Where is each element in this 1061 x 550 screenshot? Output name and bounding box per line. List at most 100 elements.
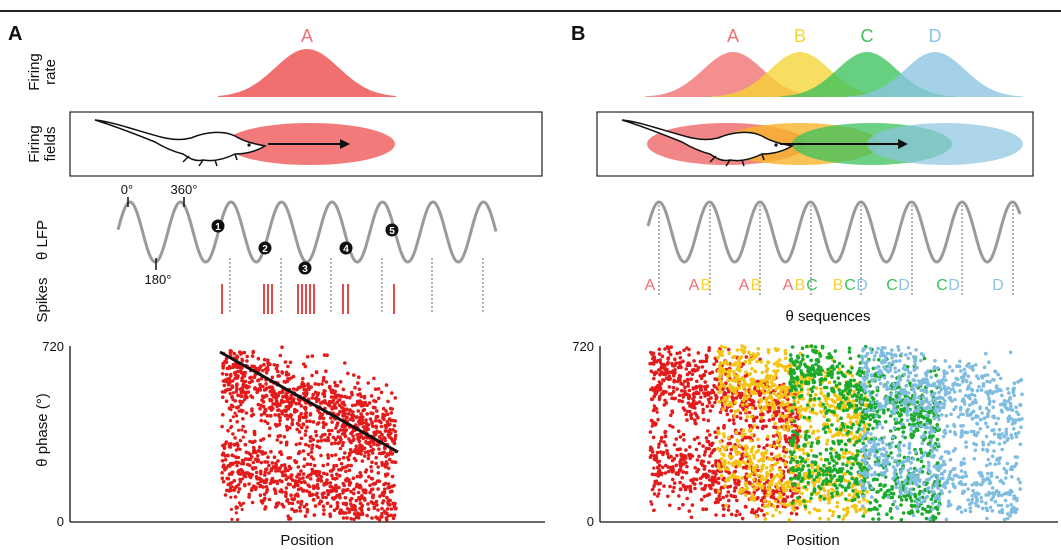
scatter-point-b — [700, 402, 705, 407]
scatter-point-b — [729, 475, 733, 479]
scatter-b-xlabel: Position — [786, 532, 839, 549]
scatter-point-a — [314, 493, 319, 497]
scatter-point-b — [749, 439, 753, 443]
scatter-point-a — [233, 436, 237, 440]
scatter-point-a — [322, 481, 327, 486]
scatter-point-b — [866, 398, 870, 402]
scatter-point-a — [283, 360, 288, 364]
scatter-point-b — [678, 447, 682, 451]
scatter-point-b — [728, 401, 733, 405]
scatter-point-b — [673, 357, 677, 362]
scatter-point-a — [330, 496, 335, 500]
scatter-point-a — [322, 512, 326, 516]
scatter-point-a — [271, 390, 276, 395]
scatter-point-a — [250, 395, 255, 400]
scatter-point-b — [700, 365, 705, 369]
scatter-point-b — [850, 504, 855, 509]
scatter-point-a — [274, 399, 279, 404]
scatter-point-a — [288, 517, 293, 521]
scatter-point-a — [255, 387, 260, 392]
scatter-point-b — [919, 420, 923, 425]
scatter-point-a — [361, 421, 365, 425]
scatter-point-a — [363, 400, 368, 405]
scatter-point-a — [278, 478, 282, 483]
scatter-point-b — [764, 399, 769, 404]
scatter-point-a — [357, 387, 362, 392]
scatter-point-b — [822, 497, 827, 501]
scatter-point-a — [295, 475, 299, 479]
scatter-point-b — [767, 389, 771, 393]
scatter-point-a — [322, 392, 327, 396]
scatter-point-a — [262, 410, 267, 414]
scatter-point-b — [670, 458, 675, 463]
scatter-point-b — [753, 369, 757, 374]
scatter-point-a — [338, 474, 342, 478]
scatter-point-b — [757, 444, 761, 449]
scatter-point-b — [772, 425, 776, 430]
scatter-point-a — [277, 413, 281, 417]
scatter-point-b — [832, 464, 836, 468]
scatter-point-b — [743, 359, 748, 364]
scatter-point-b — [818, 486, 823, 491]
scatter-point-a — [231, 454, 235, 458]
scatter-point-b — [672, 443, 677, 447]
scatter-point-a — [327, 432, 332, 437]
scatter-point-b — [787, 405, 792, 410]
scatter-point-b — [714, 397, 718, 401]
scatter-point-b — [704, 507, 709, 512]
scatter-point-b — [846, 438, 851, 443]
scatter-point-b — [764, 364, 768, 368]
scatter-point-b — [906, 510, 911, 515]
panel-a-letter: A — [8, 23, 22, 45]
scatter-point-b — [707, 478, 712, 482]
scatter-point-b — [680, 389, 684, 393]
scatter-point-a — [283, 466, 288, 471]
scatter-point-b — [778, 480, 782, 484]
scatter-point-b — [992, 399, 996, 404]
scatter-point-a — [362, 446, 367, 451]
scatter-point-b — [685, 346, 689, 350]
scatter-point-b — [876, 512, 881, 516]
scatter-point-a — [220, 471, 224, 475]
scatter-point-a — [367, 475, 371, 479]
scatter-point-b — [890, 516, 894, 520]
scatter-point-a — [291, 497, 296, 502]
scatter-point-a — [345, 516, 349, 520]
scatter-point-b — [737, 464, 741, 468]
scatter-point-b — [785, 421, 789, 425]
scatter-point-b — [818, 494, 823, 499]
scatter-point-b — [841, 394, 846, 398]
scatter-point-b — [819, 387, 823, 391]
scatter-point-a — [226, 453, 230, 458]
scatter-point-b — [852, 389, 856, 394]
scatter-point-a — [225, 388, 230, 392]
scatter-point-b — [660, 363, 664, 367]
scatter-point-a — [362, 394, 367, 399]
scatter-point-b — [929, 438, 933, 442]
scatter-point-b — [720, 349, 725, 354]
scatter-point-b — [730, 396, 735, 401]
scatter-point-b — [816, 429, 820, 433]
scatter-point-b — [678, 460, 682, 464]
scatter-point-b — [832, 441, 836, 446]
scatter-point-a — [307, 484, 312, 489]
scatter-a-xlabel: Position — [280, 532, 333, 549]
scatter-point-b — [784, 447, 788, 452]
scatter-point-a — [364, 479, 368, 483]
scatter-point-b — [749, 414, 754, 419]
scatter-point-a — [329, 416, 333, 420]
scatter-point-a — [267, 497, 272, 502]
scatter-point-b — [828, 473, 833, 478]
scatter-point-a — [326, 491, 331, 495]
scatter-point-a — [393, 396, 398, 400]
scatter-point-a — [277, 468, 282, 473]
scatter-point-b — [883, 483, 887, 488]
scatter-point-b — [1000, 447, 1004, 452]
scatter-point-a — [381, 412, 385, 417]
scatter-point-b — [824, 398, 828, 403]
scatter-point-b — [899, 518, 904, 522]
scatter-point-b — [850, 415, 855, 420]
scatter-point-a — [384, 454, 388, 459]
scatter-point-a — [279, 452, 284, 457]
scatter-point-b — [837, 470, 842, 474]
